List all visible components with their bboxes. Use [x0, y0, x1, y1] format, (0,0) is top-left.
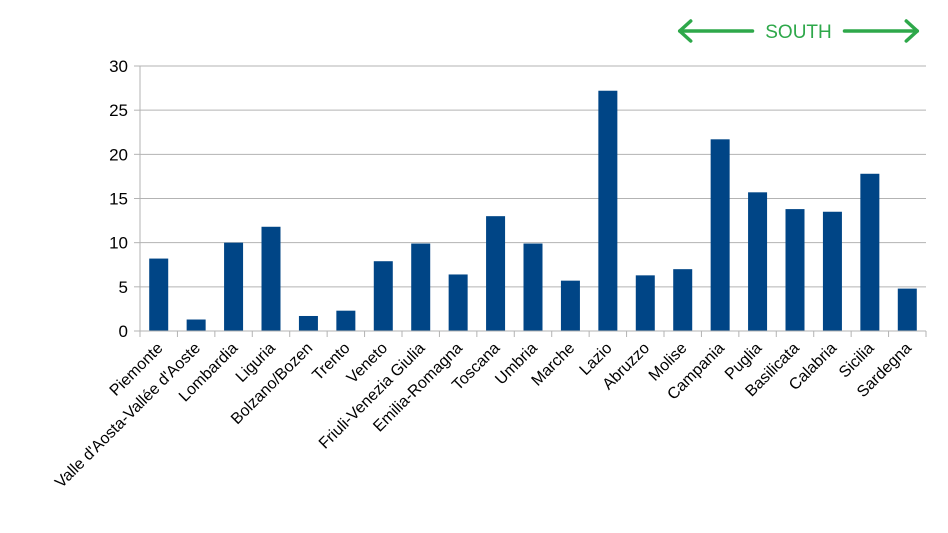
bar-liguria — [261, 226, 281, 331]
bar-calabria — [822, 211, 842, 331]
bar-trento — [336, 310, 356, 331]
bar-emilia-romagna — [448, 274, 468, 331]
south-annotation: SOUTH — [677, 19, 920, 43]
south-arrow-right-head — [904, 19, 920, 43]
bar-piemonte — [149, 258, 169, 331]
y-tick-label: 0 — [119, 322, 128, 341]
y-tick-label: 30 — [109, 57, 128, 76]
bar-veneto — [373, 261, 393, 331]
bar-sardegna — [897, 288, 917, 331]
y-tick-label: 25 — [109, 101, 128, 120]
y-tick-labels: 0 5 10 15 20 25 30 — [109, 57, 128, 341]
axes — [134, 65, 927, 337]
bar-puglia — [748, 192, 768, 331]
y-tick-label: 15 — [109, 190, 128, 209]
y-tick-label: 20 — [109, 145, 128, 164]
bar-basilicata — [785, 209, 805, 331]
bar-marche — [560, 280, 580, 331]
x-tick-label: Valle d'Aosta-Vallée d'Aoste — [52, 340, 204, 492]
bar-umbria — [523, 243, 543, 331]
bar-bolzano-bozen — [298, 315, 318, 331]
bar-campania — [710, 139, 730, 331]
south-arrow-left-head — [677, 19, 693, 43]
bar-sicilia — [860, 173, 880, 331]
bar-abruzzo — [635, 275, 655, 331]
south-label: SOUTH — [765, 22, 832, 43]
bar-molise — [673, 269, 693, 331]
bar-friuli-venezia-giulia — [411, 243, 431, 331]
bar-lombardia — [224, 242, 244, 331]
y-tick-label: 10 — [109, 234, 128, 253]
bar-valle-d-aosta-vall-e-d-aoste — [186, 319, 206, 331]
bar-lazio — [598, 90, 618, 331]
bars — [149, 90, 917, 331]
bar-toscana — [486, 216, 506, 331]
y-tick-label: 5 — [119, 278, 128, 297]
